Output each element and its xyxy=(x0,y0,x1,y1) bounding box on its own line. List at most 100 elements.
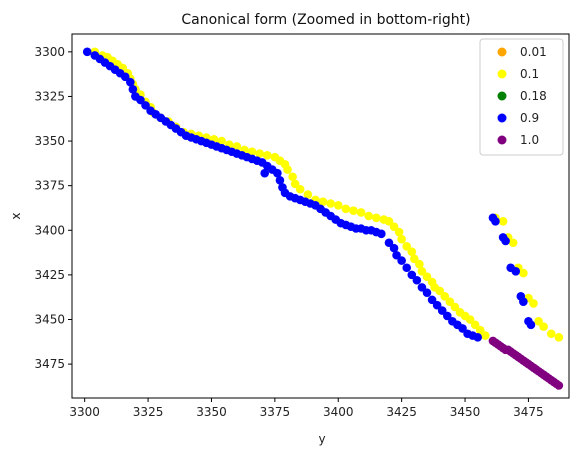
data-point-0-1-59 xyxy=(435,286,444,296)
legend-label-3: 0.9 xyxy=(520,111,539,125)
data-point-0-1-66 xyxy=(470,320,480,330)
y-tick-label-7: 3475 xyxy=(34,357,65,371)
data-point-0-9-80 xyxy=(473,333,483,342)
x-tick-label-3: 3375 xyxy=(260,405,291,419)
data-point-0-9-88 xyxy=(519,297,528,306)
data-point-0-9-86 xyxy=(511,267,521,276)
x-tick-label-4: 3400 xyxy=(323,405,354,419)
data-point-0-9-11 xyxy=(136,95,145,105)
y-tick-label-1: 3325 xyxy=(34,89,65,103)
data-point-0-1-42 xyxy=(349,206,358,215)
x-axis-label: y xyxy=(318,432,325,446)
data-point-0-1-54 xyxy=(415,259,424,269)
y-tick-label-5: 3425 xyxy=(34,268,65,282)
data-point-0-9-82 xyxy=(491,217,500,226)
legend-box xyxy=(479,38,564,156)
data-point-0-1-24 xyxy=(232,142,242,151)
x-axis: 3300 3325 3350 3375 3400 3425 3450 3475 xyxy=(69,398,544,419)
data-point-0-9-40 xyxy=(275,176,285,185)
data-point-0-9-64 xyxy=(392,250,401,260)
legend-marker-3 xyxy=(497,113,507,123)
data-point-0-9-68 xyxy=(412,275,422,285)
data-point-0-1-28 xyxy=(262,151,272,160)
data-point-0-9-8 xyxy=(126,77,135,87)
data-point-0-9-70 xyxy=(422,288,432,298)
data-point-0-1-39 xyxy=(326,199,335,208)
data-point-0-9-63 xyxy=(389,243,399,253)
data-point-0-1-56 xyxy=(422,272,432,281)
data-point-0-9-39 xyxy=(273,168,282,178)
x-tick-label-6: 3450 xyxy=(450,405,481,419)
data-point-0-1-76 xyxy=(529,299,538,308)
data-point-0-9-0 xyxy=(82,47,92,57)
legend-marker-2 xyxy=(497,91,507,101)
data-point-0-1-50 xyxy=(397,234,406,244)
data-point-0-9-77 xyxy=(458,324,467,333)
x-tick-label-5: 3425 xyxy=(386,405,417,419)
data-point-0-1-47 xyxy=(384,217,394,226)
data-point-0-9-61 xyxy=(377,229,386,239)
x-tick-label-0: 3300 xyxy=(69,405,100,419)
y-tick-label-3: 3375 xyxy=(34,179,65,193)
x-tick-label-2: 3350 xyxy=(196,405,227,419)
data-point-0-9-73 xyxy=(437,306,447,315)
legend-label-0: 0.01 xyxy=(520,45,547,59)
data-point-0-1-72 xyxy=(508,238,518,248)
data-point-0-9-67 xyxy=(407,270,417,280)
data-point-0-9-90 xyxy=(526,320,536,330)
data-point-0-1-41 xyxy=(341,204,351,214)
legend-marker-0 xyxy=(497,47,507,57)
data-point-0-9-74 xyxy=(442,311,452,321)
y-axis: 3300 3325 3350 3375 3400 3425 3450 3475 xyxy=(34,45,72,371)
data-point-0-1-26 xyxy=(247,147,257,157)
chart-title: Canonical form (Zoomed in bottom-right) xyxy=(181,12,470,28)
data-point-0-1-52 xyxy=(407,247,417,256)
data-point-0-9-71 xyxy=(427,295,437,305)
x-tick-label-7: 3475 xyxy=(513,405,544,419)
data-point-0-9-9 xyxy=(128,85,138,94)
data-point-0-1-67 xyxy=(475,325,485,335)
x-tick-label-1: 3325 xyxy=(133,405,164,419)
data-point-0-1-44 xyxy=(364,211,373,221)
data-point-0-9-66 xyxy=(402,263,412,273)
legend-label-2: 0.18 xyxy=(520,89,547,103)
data-point-0-1-78 xyxy=(539,322,548,331)
y-tick-label-0: 3300 xyxy=(34,45,65,59)
data-point-0-1-27 xyxy=(255,149,264,158)
data-point-0-9-84 xyxy=(501,236,510,246)
data-point-0-1-55 xyxy=(417,267,427,276)
data-point-0-9-36 xyxy=(260,168,270,178)
data-point-0-1-77 xyxy=(534,316,543,326)
data-point-0-1-36 xyxy=(303,190,313,199)
data-point-0-1-53 xyxy=(410,254,419,264)
data-point-0-1-62 xyxy=(450,302,460,312)
data-point-0-9-65 xyxy=(397,256,406,265)
data-point-0-1-51 xyxy=(402,242,412,251)
legend-label-1: 0.1 xyxy=(520,67,539,81)
data-point-0-9-62 xyxy=(384,238,394,248)
data-point-0-9-72 xyxy=(432,300,442,310)
data-point-0-1-70 xyxy=(498,217,508,226)
legend-marker-1 xyxy=(497,69,507,79)
data-point-0-1-32 xyxy=(283,165,292,174)
data-point-0-1-38 xyxy=(318,197,328,207)
data-point-0-1-48 xyxy=(389,222,399,232)
data-point-0-1-49 xyxy=(394,227,404,237)
y-tick-label-4: 3400 xyxy=(34,223,65,237)
data-point-0-9-69 xyxy=(417,283,427,292)
data-point-0-1-45 xyxy=(371,213,381,223)
plot-frame xyxy=(71,33,570,399)
data-point-0-1-65 xyxy=(465,315,475,324)
y-tick-label-2: 3350 xyxy=(34,134,65,148)
data-point-0-1-74 xyxy=(519,268,528,278)
data-point-0-1-43 xyxy=(356,208,366,217)
data-point-0-1-40 xyxy=(333,200,343,210)
data-point-0-1-79 xyxy=(546,329,556,339)
legend: 0.01 0.1 0.18 0.9 1.0 xyxy=(479,38,564,156)
data-point-1-0-26 xyxy=(554,381,564,390)
legend-marker-4 xyxy=(497,135,507,145)
data-point-0-1-34 xyxy=(290,179,300,189)
y-tick-label-6: 3450 xyxy=(34,312,65,326)
data-point-0-1-60 xyxy=(440,291,450,301)
